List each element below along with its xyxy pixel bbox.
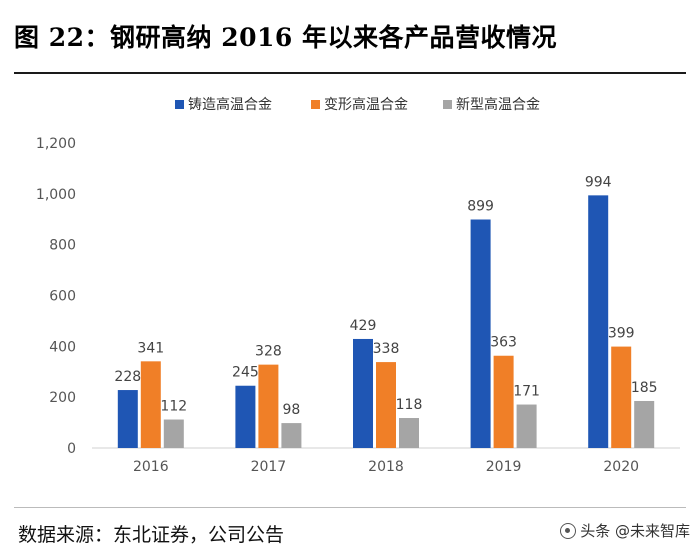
bar-1: [235, 385, 256, 448]
bar-2: [611, 346, 632, 448]
footer-rule: [14, 507, 686, 508]
bar-2: [493, 355, 514, 448]
data-label: 118: [396, 397, 423, 413]
y-axis: 0 200 400 600 800 1,000 1,200: [36, 136, 76, 457]
data-labels: 228 341 112 245 328 98 429 338 118 899 363 171 994 39…: [114, 174, 657, 418]
y-tick-label: 400: [49, 339, 76, 355]
data-label: 994: [585, 174, 612, 190]
data-label: 245: [232, 365, 259, 381]
bar-3: [281, 423, 302, 448]
bar-3: [516, 404, 537, 448]
legend-label-2: 变形高温合金: [324, 96, 408, 113]
title-rule: [14, 72, 686, 74]
y-tick-label: 600: [49, 289, 76, 305]
bar-2: [140, 361, 161, 448]
watermark: 头条 @未来智库: [560, 520, 690, 541]
bar-chart: 铸造高温合金 变形高温合金 新型高温合金 0 200 400 600 800 1,000 1,2…: [36, 96, 680, 475]
x-tick-label: 2018: [368, 459, 404, 475]
y-tick-label: 800: [49, 238, 76, 254]
x-tick-label: 2019: [486, 459, 522, 475]
data-label: 899: [467, 199, 494, 215]
data-label: 338: [373, 341, 400, 357]
source-note: 数据来源：东北证券，公司公告: [18, 524, 285, 546]
legend-label-1: 铸造高温合金: [188, 96, 272, 113]
y-tick-label: 200: [49, 390, 76, 406]
bar-2: [376, 362, 396, 448]
watermark-text: 头条 @未来智库: [580, 522, 690, 540]
bar-3: [163, 419, 184, 448]
bar-1: [588, 195, 609, 448]
data-label: 112: [160, 399, 187, 415]
watermark-logo-icon: [560, 522, 577, 539]
bar-1: [470, 219, 491, 448]
legend-swatch-3: [443, 100, 452, 109]
data-label: 429: [350, 318, 377, 334]
x-tick-label: 2017: [251, 459, 287, 475]
data-label: 228: [114, 369, 141, 385]
chart-legend: 铸造高温合金 变形高温合金 新型高温合金: [175, 96, 540, 113]
data-label: 328: [255, 344, 282, 360]
bar-3: [399, 418, 419, 448]
bar-1: [117, 390, 138, 448]
bar-2: [258, 364, 279, 448]
legend-label-3: 新型高温合金: [456, 96, 540, 113]
legend-swatch-1: [175, 100, 184, 109]
x-tick-label: 2016: [133, 459, 169, 475]
data-label: 185: [631, 380, 658, 396]
data-label: 399: [608, 326, 635, 342]
y-tick-label: 1,000: [36, 187, 76, 203]
data-label: 341: [137, 340, 164, 356]
x-axis: 2016 2017 2018 2019 2020: [92, 447, 680, 475]
y-tick-label: 0: [67, 441, 76, 457]
data-label: 171: [513, 384, 540, 400]
figure-title: 图 22：钢研高纳 2016 年以来各产品营收情况: [14, 23, 557, 52]
data-label: 98: [282, 402, 300, 418]
legend-swatch-2: [311, 100, 320, 109]
bar-series: [117, 195, 655, 448]
bar-3: [634, 400, 655, 448]
y-tick-label: 1,200: [36, 136, 76, 152]
data-label: 363: [490, 335, 517, 351]
x-tick-label: 2020: [603, 459, 639, 475]
bar-1: [353, 338, 373, 448]
